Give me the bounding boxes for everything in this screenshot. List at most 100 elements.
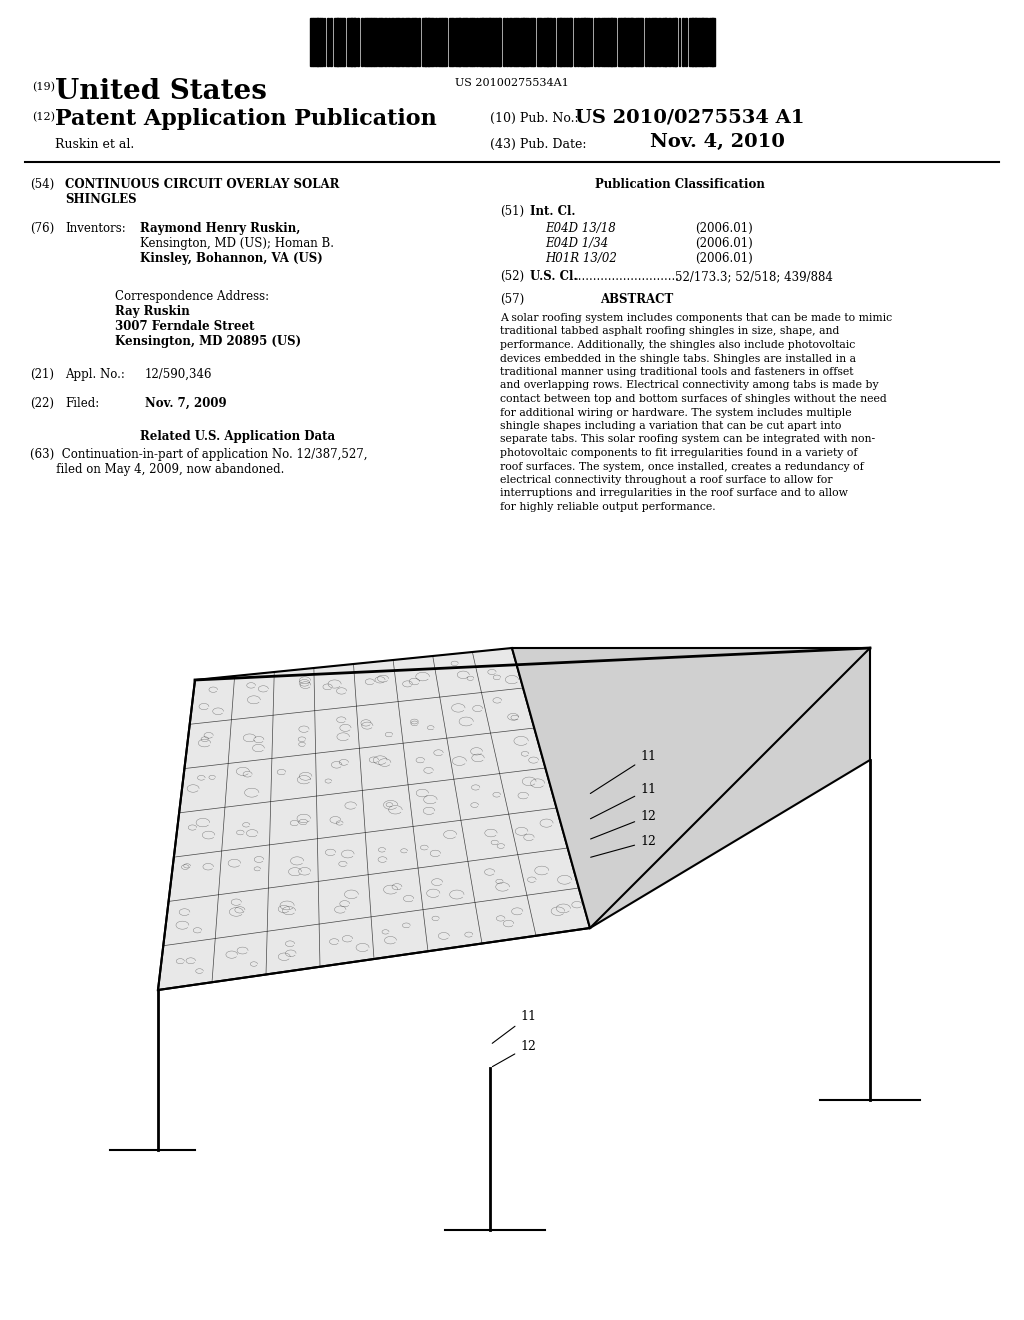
Bar bbox=[513, 18, 515, 66]
Text: US 2010/0275534 A1: US 2010/0275534 A1 bbox=[575, 108, 805, 125]
Text: (21): (21) bbox=[30, 368, 54, 381]
Bar bbox=[418, 18, 420, 66]
Bar bbox=[534, 18, 536, 66]
Bar bbox=[662, 18, 666, 66]
Text: Ruskin et al.: Ruskin et al. bbox=[55, 139, 134, 150]
Bar bbox=[316, 18, 321, 66]
Bar bbox=[516, 18, 518, 66]
Text: Patent Application Publication: Patent Application Publication bbox=[55, 108, 437, 129]
Text: CONTINUOUS CIRCUIT OVERLAY SOLAR: CONTINUOUS CIRCUIT OVERLAY SOLAR bbox=[65, 178, 339, 191]
Bar bbox=[529, 18, 532, 66]
Text: E04D 1/34: E04D 1/34 bbox=[545, 238, 608, 249]
Bar bbox=[441, 18, 444, 66]
Bar bbox=[540, 18, 542, 66]
Bar bbox=[537, 18, 541, 66]
Bar bbox=[482, 18, 486, 66]
Bar bbox=[625, 18, 628, 66]
Text: 3007 Ferndale Street: 3007 Ferndale Street bbox=[115, 319, 255, 333]
Bar bbox=[611, 18, 613, 66]
Bar bbox=[578, 18, 579, 66]
Bar bbox=[692, 18, 696, 66]
Bar bbox=[601, 18, 604, 66]
Bar bbox=[321, 18, 324, 66]
Bar bbox=[388, 18, 390, 66]
Text: for highly reliable output performance.: for highly reliable output performance. bbox=[500, 502, 716, 512]
Text: Raymond Henry Ruskin,: Raymond Henry Ruskin, bbox=[140, 222, 300, 235]
Bar bbox=[698, 18, 702, 66]
Text: Kinsley, Bohannon, VA (US): Kinsley, Bohannon, VA (US) bbox=[140, 252, 323, 265]
Text: Kensington, MD 20895 (US): Kensington, MD 20895 (US) bbox=[115, 335, 301, 348]
Bar bbox=[313, 18, 317, 66]
Bar bbox=[425, 18, 429, 66]
Text: (43) Pub. Date:: (43) Pub. Date: bbox=[490, 139, 587, 150]
Text: Publication Classification: Publication Classification bbox=[595, 178, 765, 191]
Bar bbox=[365, 18, 367, 66]
Bar bbox=[713, 18, 716, 66]
Bar bbox=[456, 18, 460, 66]
Bar bbox=[669, 18, 671, 66]
Text: A solar roofing system includes components that can be made to mimic: A solar roofing system includes componen… bbox=[500, 313, 892, 323]
Text: interruptions and irregularities in the roof surface and to allow: interruptions and irregularities in the … bbox=[500, 488, 848, 499]
Polygon shape bbox=[512, 648, 870, 928]
Bar bbox=[685, 18, 687, 66]
Bar bbox=[368, 18, 371, 66]
Bar bbox=[706, 18, 708, 66]
Bar bbox=[493, 18, 496, 66]
Bar bbox=[557, 18, 561, 66]
Text: (57): (57) bbox=[500, 293, 524, 306]
Bar bbox=[607, 18, 611, 66]
Bar bbox=[594, 18, 596, 66]
Bar bbox=[651, 18, 655, 66]
Text: US 20100275534A1: US 20100275534A1 bbox=[455, 78, 569, 88]
Bar bbox=[489, 18, 494, 66]
Bar bbox=[547, 18, 551, 66]
Bar bbox=[340, 18, 344, 66]
Bar bbox=[394, 18, 398, 66]
Bar bbox=[553, 18, 555, 66]
Text: devices embedded in the shingle tabs. Shingles are installed in a: devices embedded in the shingle tabs. Sh… bbox=[500, 354, 856, 363]
Bar bbox=[689, 18, 693, 66]
Bar bbox=[438, 18, 442, 66]
Text: 11: 11 bbox=[493, 1010, 536, 1043]
Bar bbox=[591, 18, 592, 66]
Bar bbox=[519, 18, 523, 66]
Text: (12): (12) bbox=[32, 112, 55, 123]
Bar bbox=[479, 18, 483, 66]
Bar bbox=[371, 18, 374, 66]
Bar bbox=[702, 18, 707, 66]
Text: (2006.01): (2006.01) bbox=[695, 252, 753, 265]
Text: traditional tabbed asphalt roofing shingles in size, shape, and: traditional tabbed asphalt roofing shing… bbox=[500, 326, 840, 337]
Bar bbox=[567, 18, 570, 66]
Bar bbox=[550, 18, 552, 66]
Bar bbox=[428, 18, 432, 66]
Text: (22): (22) bbox=[30, 397, 54, 411]
Bar bbox=[523, 18, 525, 66]
Bar bbox=[581, 18, 585, 66]
Text: (51): (51) bbox=[500, 205, 524, 218]
Bar bbox=[695, 18, 698, 66]
Bar bbox=[560, 18, 564, 66]
Bar bbox=[324, 18, 326, 66]
Text: 12: 12 bbox=[591, 810, 656, 840]
Bar bbox=[412, 18, 415, 66]
Bar bbox=[570, 18, 572, 66]
Text: Inventors:: Inventors: bbox=[65, 222, 126, 235]
Bar bbox=[638, 18, 641, 66]
Bar bbox=[384, 18, 387, 66]
Text: E04D 13/18: E04D 13/18 bbox=[545, 222, 615, 235]
Bar bbox=[654, 18, 657, 66]
Bar bbox=[337, 18, 340, 66]
Bar bbox=[452, 18, 454, 66]
Bar bbox=[679, 18, 680, 66]
Bar bbox=[334, 18, 338, 66]
Text: photovoltaic components to fit irregularities found in a variety of: photovoltaic components to fit irregular… bbox=[500, 447, 857, 458]
Bar bbox=[449, 18, 452, 66]
Bar bbox=[378, 18, 381, 66]
Text: SHINGLES: SHINGLES bbox=[65, 193, 136, 206]
Text: (2006.01): (2006.01) bbox=[695, 222, 753, 235]
Text: filed on May 4, 2009, now abandoned.: filed on May 4, 2009, now abandoned. bbox=[30, 463, 285, 477]
Text: (54): (54) bbox=[30, 178, 54, 191]
Bar bbox=[621, 18, 625, 66]
Bar bbox=[374, 18, 377, 66]
Bar bbox=[459, 18, 461, 66]
